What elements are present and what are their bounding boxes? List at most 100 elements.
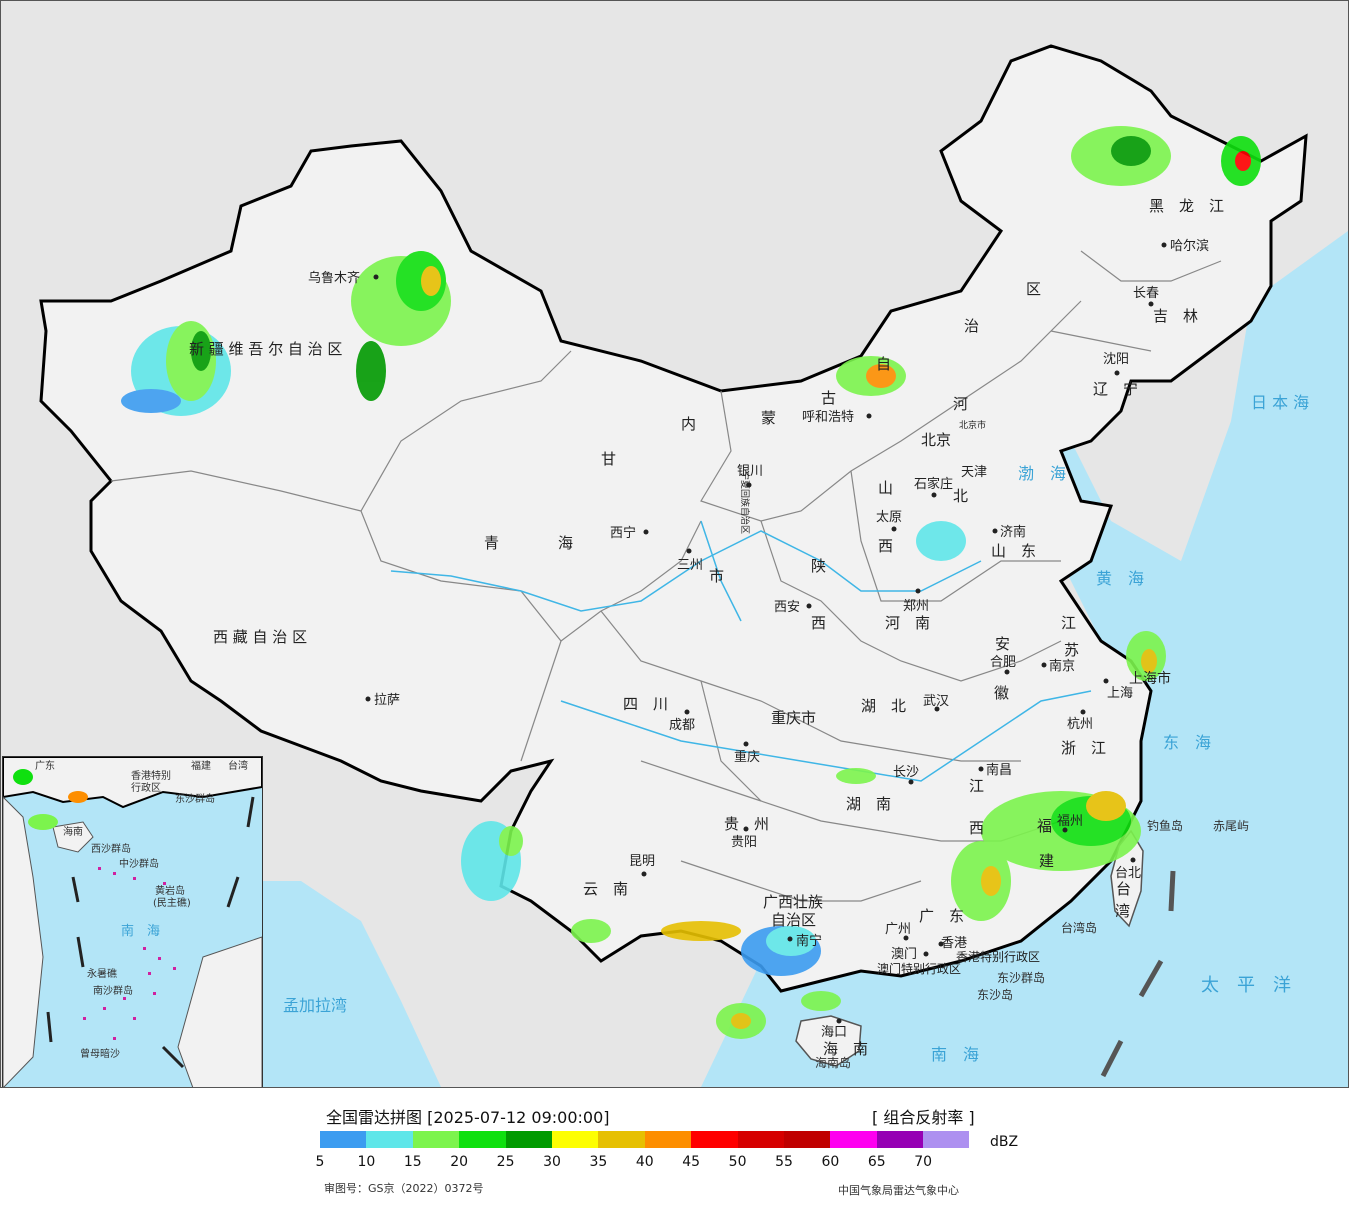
city-shijiazhuang: 石家庄 — [914, 476, 953, 498]
svg-text:南宁: 南宁 — [796, 933, 822, 949]
svg-text:太原: 太原 — [876, 510, 902, 525]
sea-labels: 渤 海 黄 海 东 海 南 海 太 平 洋 日 本 海 孟加拉湾 — [283, 393, 1309, 1064]
label-anhui-2: 徽 — [994, 684, 1009, 702]
label-hunan: 湖 南 — [846, 795, 891, 813]
svg-text:台北: 台北 — [1115, 866, 1141, 881]
label-xinjiang: 新 疆 维 吾 尔 自 治 区 — [189, 340, 342, 358]
legend-swatch — [598, 1131, 645, 1148]
svg-text:郑州: 郑州 — [903, 599, 929, 614]
city-hongkong: 香港 — [938, 936, 967, 951]
province-labels: 新 疆 维 吾 尔 自 治 区 西 藏 自 治 区 青 海 甘 市 内 蒙 古 … — [189, 197, 1224, 1058]
inset-nanhai: 南 海 — [121, 923, 160, 939]
svg-text:上海: 上海 — [1107, 686, 1133, 701]
south-china-sea-inset: 南 海 西沙群岛 中沙群岛 黄岩岛 (民主礁) 南沙群岛 永暑礁 曾母暗沙 东沙… — [2, 756, 263, 1087]
label-neimeng-2: 蒙 — [761, 409, 776, 427]
label-hainan: 海 南 — [823, 1040, 868, 1058]
svg-text:香港: 香港 — [941, 936, 967, 951]
city-lhasa: 拉萨 — [365, 693, 400, 708]
label-sichuan: 四 川 — [623, 695, 668, 713]
label-chongqing: 重庆市 — [771, 709, 816, 727]
legend-swatch — [551, 1131, 599, 1148]
label-yunnan: 云 南 — [583, 880, 628, 898]
svg-text:澳门: 澳门 — [891, 946, 917, 962]
svg-text:成都: 成都 — [669, 718, 695, 733]
island-dongsha: 东沙群岛 — [997, 970, 1045, 985]
legend-tick-label: 70 — [914, 1154, 933, 1170]
inset-guangdong: 广东 — [35, 759, 55, 772]
inset-svg: 南 海 西沙群岛 中沙群岛 黄岩岛 (民主礁) 南沙群岛 永暑礁 曾母暗沙 东沙… — [3, 757, 262, 1087]
inset-hk: 香港特别 — [131, 770, 171, 782]
label-zhejiang: 浙 江 — [1061, 739, 1106, 757]
city-urumqi: 乌鲁木齐 — [308, 270, 379, 286]
sea-ribenhai: 日 本 海 — [1251, 393, 1309, 412]
label-jiangsu-2: 苏 — [1064, 641, 1079, 659]
legend-title: 全国雷达拼图 [2025-07-12 09:00:00] — [326, 1108, 610, 1127]
label-jiangsu-1: 江 — [1061, 614, 1076, 632]
bay-of-bengal — [261, 881, 441, 1087]
city-taiyuan: 太原 — [876, 510, 902, 532]
city-nanning: 南宁 — [787, 933, 822, 949]
city-nanchang: 南昌 — [978, 762, 1012, 778]
legend-tick-label: 20 — [450, 1154, 469, 1170]
inset-zengmu: 曾母暗沙 — [80, 1047, 120, 1060]
island-taiwan: 台湾岛 — [1061, 920, 1097, 935]
maritime-boundary — [1100, 870, 1176, 1078]
city-wuhan: 武汉 — [923, 694, 949, 712]
svg-text:南昌: 南昌 — [986, 762, 1012, 778]
label-shandong: 山 东 — [991, 542, 1036, 560]
label-taiwan-1: 台 — [1116, 880, 1131, 898]
city-chongqing: 重庆 — [734, 741, 760, 765]
svg-text:西安: 西安 — [774, 600, 800, 615]
sea-nanhai: 南 海 — [931, 1045, 979, 1064]
label-gansu-city: 市 — [709, 567, 724, 585]
legend-tick-label: 40 — [635, 1154, 654, 1170]
sea-bohai: 渤 海 — [1018, 464, 1066, 483]
city-xian: 西安 — [774, 600, 812, 615]
svg-text:杭州: 杭州 — [1067, 717, 1093, 732]
island-diaoyu: 钓鱼岛 — [1147, 818, 1183, 833]
city-shanghai: 上海 — [1103, 678, 1133, 701]
label-fujian-2: 建 — [1039, 852, 1054, 870]
sea-area — [701, 231, 1348, 1087]
svg-text:广州: 广州 — [885, 922, 911, 937]
legend-swatch — [505, 1131, 552, 1148]
label-liaoning: 辽 宁 — [1093, 380, 1138, 398]
island-labels: 钓鱼岛 赤尾屿 台湾岛 东沙群岛 东沙岛 海南岛 — [815, 818, 1249, 1070]
china-map-svg: 新 疆 维 吾 尔 自 治 区 西 藏 自 治 区 青 海 甘 市 内 蒙 古 … — [39, 44, 1348, 1087]
radar-map: 新 疆 维 吾 尔 自 治 区 西 藏 自 治 区 青 海 甘 市 内 蒙 古 … — [0, 0, 1349, 1088]
svg-text:昆明: 昆明 — [629, 854, 655, 869]
svg-text:济南: 济南 — [1000, 524, 1026, 540]
inset-huangyan: 黄岩岛 — [155, 884, 185, 897]
label-gansu: 甘 — [601, 450, 616, 468]
sea-mengjiala: 孟加拉湾 — [283, 996, 347, 1015]
label-neimeng-1: 内 — [681, 415, 696, 433]
label-jiangxi-2: 西 — [969, 819, 984, 837]
city-hangzhou: 杭州 — [1067, 709, 1093, 732]
svg-text:银川: 银川 — [737, 464, 763, 479]
legend-tick-label: 30 — [543, 1154, 561, 1170]
inset-hainan: 海南 — [63, 825, 83, 838]
label-neimeng-4: 自 — [876, 355, 891, 373]
svg-text:呼和浩特: 呼和浩特 — [802, 410, 854, 425]
legend-product: [ 组合反射率 ] — [872, 1108, 975, 1127]
city-fuzhou: 福州 — [1057, 814, 1083, 833]
label-jiangxi-1: 江 — [969, 777, 984, 795]
city-haikou: 海口 — [821, 1018, 847, 1040]
radar-echoes — [121, 126, 1261, 1039]
city-changchun: 长春 — [1133, 286, 1159, 307]
svg-text:沈阳: 沈阳 — [1103, 352, 1129, 367]
label-qinghai-2: 海 — [558, 534, 573, 552]
city-zhengzhou: 郑州 — [903, 588, 929, 614]
city-yinchuan: 银川 — [737, 464, 763, 488]
label-anhui-1: 安 — [995, 635, 1010, 653]
city-hohhot: 呼和浩特 — [802, 410, 872, 425]
label-tianjin: 天津 — [961, 465, 987, 480]
label-shanxi-2: 西 — [878, 537, 893, 555]
label-shaanxi-1: 陕 — [811, 557, 826, 575]
legend-unit: dBZ — [990, 1134, 1019, 1150]
label-taiwan-2: 湾 — [1115, 902, 1130, 920]
agency-name: 中国气象局雷达气象中心 — [838, 1184, 959, 1197]
sea-donghai: 东 海 — [1163, 733, 1211, 752]
rivers — [390, 520, 1092, 782]
city-changsha: 长沙 — [893, 765, 919, 785]
